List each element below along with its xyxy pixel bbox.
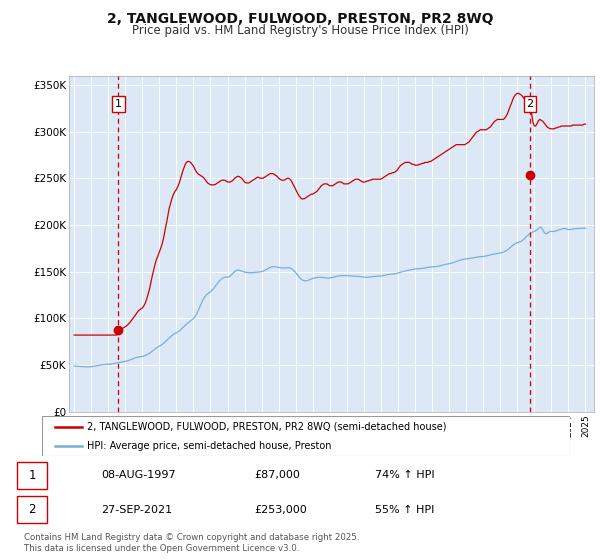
Text: 1: 1 [115,99,122,109]
Text: 2: 2 [28,503,36,516]
Text: 74% ↑ HPI: 74% ↑ HPI [375,470,434,480]
Text: 55% ↑ HPI: 55% ↑ HPI [375,505,434,515]
Text: 08-AUG-1997: 08-AUG-1997 [101,470,176,480]
Text: £253,000: £253,000 [254,505,307,515]
Text: 2: 2 [526,99,533,109]
Text: 1: 1 [28,469,36,482]
Text: 2, TANGLEWOOD, FULWOOD, PRESTON, PR2 8WQ (semi-detached house): 2, TANGLEWOOD, FULWOOD, PRESTON, PR2 8WQ… [87,422,446,432]
Text: 27-SEP-2021: 27-SEP-2021 [101,505,172,515]
Text: £87,000: £87,000 [254,470,300,480]
Bar [17,496,47,523]
Bar [17,462,47,488]
Text: Contains HM Land Registry data © Crown copyright and database right 2025.
This d: Contains HM Land Registry data © Crown c… [24,533,359,553]
Text: HPI: Average price, semi-detached house, Preston: HPI: Average price, semi-detached house,… [87,441,331,450]
Text: 2, TANGLEWOOD, FULWOOD, PRESTON, PR2 8WQ: 2, TANGLEWOOD, FULWOOD, PRESTON, PR2 8WQ [107,12,493,26]
Text: Price paid vs. HM Land Registry's House Price Index (HPI): Price paid vs. HM Land Registry's House … [131,24,469,36]
